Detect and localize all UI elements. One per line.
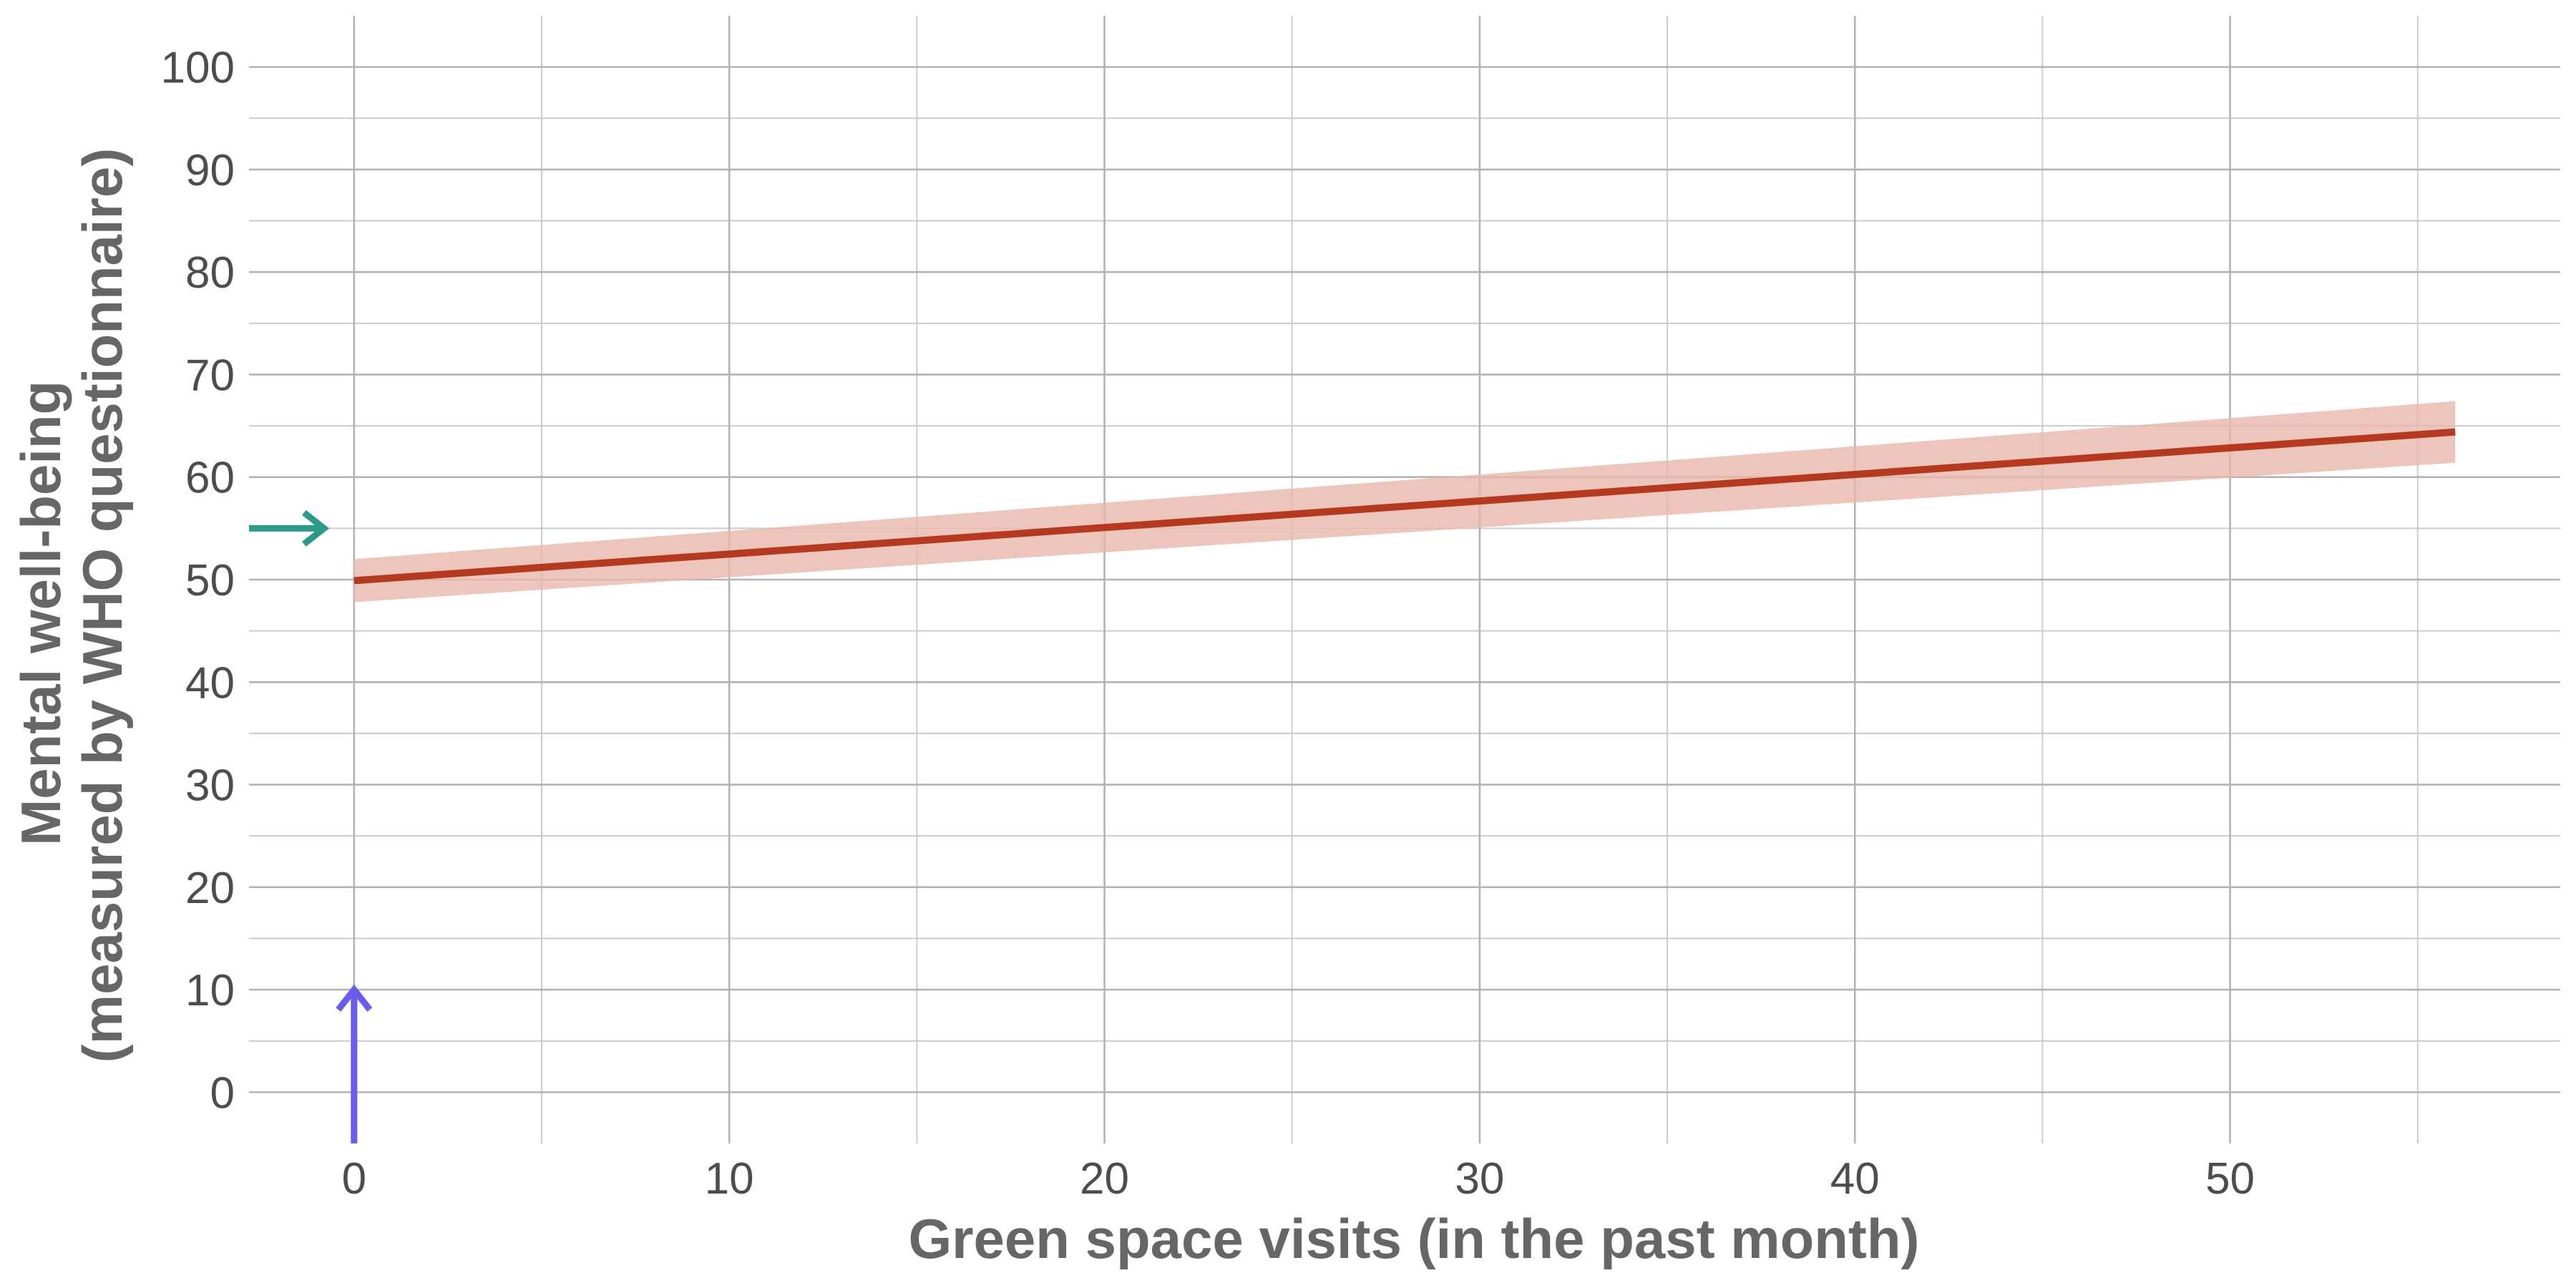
y-tick-label: 30 (185, 761, 235, 811)
x-tick-label: 0 (342, 1154, 366, 1204)
x-tick-label: 10 (705, 1154, 754, 1204)
y-axis-title-line-1: Mental well-being (9, 381, 72, 846)
y-arrow-head (302, 509, 330, 547)
y-tick-label: 10 (185, 966, 235, 1015)
series-layer (353, 401, 2456, 602)
y-axis-title-line-2: (measured by WHO questionnaire) (71, 148, 134, 1063)
y-tick-label: 100 (161, 44, 235, 93)
trend-line (353, 428, 2456, 585)
x-arrow-head (336, 984, 373, 1012)
x-tick-label: 50 (2205, 1154, 2255, 1204)
y-tick-label: 50 (185, 556, 235, 605)
y-tick-label: 0 (210, 1068, 235, 1118)
y-tick-label: 60 (185, 454, 235, 503)
annotation-layer (249, 509, 373, 1143)
confidence-ribbon (353, 401, 2456, 602)
x-tick-label: 40 (1830, 1154, 1880, 1204)
x-axis-title: Green space visits (in the past month) (909, 1207, 1920, 1270)
y-tick-label: 20 (185, 864, 235, 913)
x-tick-label: 20 (1080, 1154, 1129, 1204)
x-tick-label: 30 (1455, 1154, 1504, 1204)
y-tick-label: 90 (185, 146, 235, 195)
y-tick-label: 80 (185, 248, 235, 298)
y-tick-labels: 0 10 20 30 40 50 60 70 80 90 100 (161, 44, 235, 1118)
x-tick-labels: 0 10 20 30 40 50 (342, 1154, 2255, 1204)
y-tick-label: 70 (185, 351, 235, 400)
y-tick-label: 40 (185, 658, 235, 708)
y-axis-title: Mental well-being (measured by WHO quest… (9, 148, 134, 1063)
